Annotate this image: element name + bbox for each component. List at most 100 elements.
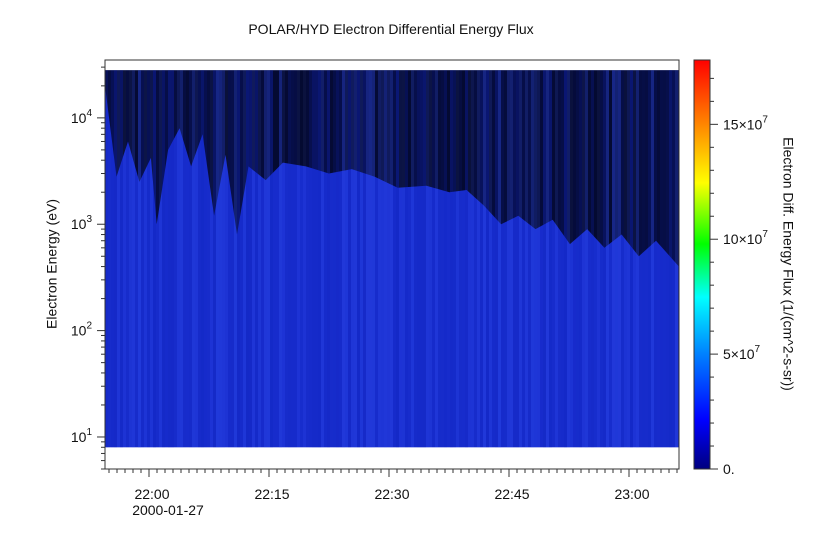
time-stripe xyxy=(246,70,249,448)
time-stripe xyxy=(408,70,411,448)
time-stripe xyxy=(204,70,207,448)
time-stripe xyxy=(156,70,159,448)
time-stripe xyxy=(468,70,471,448)
time-stripe xyxy=(261,70,264,448)
time-stripe xyxy=(429,70,432,448)
time-stripe xyxy=(222,70,225,448)
time-stripe xyxy=(666,70,669,448)
time-stripe xyxy=(594,70,597,448)
time-stripe xyxy=(522,70,525,448)
time-stripe xyxy=(279,70,282,448)
time-stripe xyxy=(558,70,561,448)
time-stripe xyxy=(108,70,111,448)
time-stripe xyxy=(180,70,183,448)
time-stripe xyxy=(357,70,360,448)
time-stripe xyxy=(435,70,438,448)
time-stripe xyxy=(306,70,309,448)
time-stripe xyxy=(597,70,600,448)
time-stripe xyxy=(618,70,621,448)
time-stripe xyxy=(501,70,504,448)
time-stripe xyxy=(168,70,171,448)
time-stripe xyxy=(111,70,114,448)
time-stripe xyxy=(480,70,483,448)
time-stripe xyxy=(603,70,606,448)
time-stripe xyxy=(288,70,291,448)
time-stripe xyxy=(228,70,231,448)
time-stripe xyxy=(294,70,297,448)
time-stripe xyxy=(405,70,408,448)
time-stripe xyxy=(528,70,531,448)
time-stripe xyxy=(366,70,369,448)
time-stripe xyxy=(573,70,576,448)
time-stripe xyxy=(414,70,417,448)
time-stripe xyxy=(225,70,228,448)
time-stripe xyxy=(174,70,177,448)
time-stripe xyxy=(633,70,636,448)
time-stripe xyxy=(348,70,351,448)
time-stripe xyxy=(114,70,117,448)
time-stripe xyxy=(237,70,240,448)
time-stripe xyxy=(297,70,300,448)
time-stripe xyxy=(579,70,582,448)
time-stripe xyxy=(135,70,138,448)
time-stripe xyxy=(387,70,390,448)
time-stripe xyxy=(375,70,378,448)
time-stripe xyxy=(459,70,462,448)
time-stripe xyxy=(525,70,528,448)
time-stripe xyxy=(267,70,270,448)
time-stripe xyxy=(384,70,387,448)
time-stripe xyxy=(534,70,537,448)
time-stripe xyxy=(540,70,543,448)
time-stripe xyxy=(612,70,615,448)
time-stripe xyxy=(339,70,342,448)
time-stripe xyxy=(351,70,354,448)
time-stripe xyxy=(177,70,180,448)
time-stripe xyxy=(318,70,321,448)
time-stripe xyxy=(567,70,570,448)
time-stripe xyxy=(195,70,198,448)
time-stripe xyxy=(240,70,243,448)
time-stripe xyxy=(402,70,405,448)
time-stripe xyxy=(543,70,546,448)
time-stripe xyxy=(561,70,564,448)
time-stripe xyxy=(336,70,339,448)
time-stripe xyxy=(153,70,156,448)
time-stripe xyxy=(291,70,294,448)
time-stripe xyxy=(549,70,552,448)
time-stripe xyxy=(516,70,519,448)
time-stripe xyxy=(171,70,174,448)
y-tick-label: 101 xyxy=(71,427,93,445)
time-stripe xyxy=(219,70,222,448)
time-stripe xyxy=(510,70,513,448)
time-stripe xyxy=(570,70,573,448)
time-stripe xyxy=(165,70,168,448)
time-stripe xyxy=(423,70,426,448)
time-stripe xyxy=(462,70,465,448)
time-stripe xyxy=(333,70,336,448)
time-stripe xyxy=(615,70,618,448)
time-stripe xyxy=(213,70,216,448)
time-stripe xyxy=(609,70,612,448)
time-stripe xyxy=(105,70,108,448)
time-stripe xyxy=(255,70,258,448)
time-stripe xyxy=(399,70,402,448)
spectrogram xyxy=(105,70,679,448)
colorbar-tick-label: 15×107 xyxy=(723,114,768,132)
time-stripe xyxy=(345,70,348,448)
plot-border xyxy=(104,59,680,470)
time-stripe xyxy=(675,70,678,448)
y-tick-label: 104 xyxy=(71,108,93,126)
time-stripe xyxy=(189,70,192,448)
time-stripe xyxy=(183,70,186,448)
time-stripe xyxy=(507,70,510,448)
x-date-label: 2000-01-27 xyxy=(132,502,204,518)
time-stripe xyxy=(216,70,219,448)
time-stripe xyxy=(396,70,399,448)
time-stripe xyxy=(519,70,522,448)
time-stripe xyxy=(498,70,501,448)
x-axis: 22:00 22:15 22:30 22:45 23:00 2000-01-27 xyxy=(108,469,678,518)
time-stripe xyxy=(477,70,480,448)
time-stripe xyxy=(450,70,453,448)
colorbar xyxy=(693,59,711,470)
colorbar-axis: 0. 5×107 10×107 15×107 xyxy=(710,77,768,477)
